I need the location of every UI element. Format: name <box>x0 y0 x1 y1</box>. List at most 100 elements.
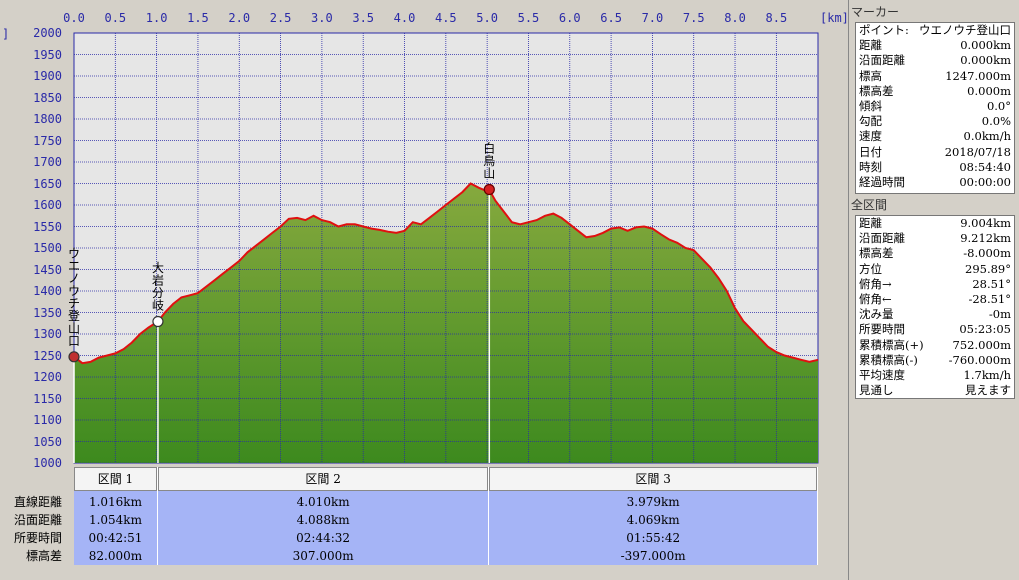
y-tick-label: 1050 <box>33 434 62 449</box>
x-tick-label: 5.0 <box>476 11 498 25</box>
section-table: 区間 1 1.016km 1.054km 00:42:51 82.000m 区間 2 4.0… <box>74 467 818 565</box>
x-tick-label: 8.5 <box>765 11 788 25</box>
y-tick-label: 2000 <box>33 26 62 40</box>
total-key: 累積標高(+) <box>859 337 924 352</box>
y-tick-label: 1850 <box>33 90 62 105</box>
total-value: 28.51° <box>972 276 1011 291</box>
total-row: 標高差 -8.000m <box>856 246 1014 261</box>
marker-row: 勾配 0.0% <box>856 114 1014 129</box>
waypoint-label-char: 岐 <box>152 299 164 313</box>
marker-key: 標高差 <box>859 83 894 98</box>
total-key: 累積標高(-) <box>859 352 918 367</box>
y-tick-label: 1150 <box>33 391 62 406</box>
total-value: 05:23:05 <box>959 322 1011 337</box>
section-value: 3.979km <box>626 495 680 509</box>
y-tick-label: 1400 <box>33 284 62 298</box>
total-value: 9.004km <box>960 216 1011 230</box>
marker-value: 00:00:00 <box>959 174 1011 189</box>
chart-area: ウエノウチ登山口大岩分岐白鳥山 0.0 0.5 1.0 1.5 2.0 2.5 3.0 3.5… <box>0 0 849 580</box>
section-value: 4.069km <box>626 513 680 527</box>
waypoint-label-char: ウ <box>68 246 80 260</box>
y-tick-label: 1650 <box>33 176 62 191</box>
total-key: 俯角→ <box>859 276 892 291</box>
section-title[interactable]: 区間 3 <box>489 467 817 491</box>
section-row-label: 標高差 <box>25 549 62 563</box>
marker-key: 速度 <box>859 129 882 144</box>
x-tick-label: 4.0 <box>393 11 416 25</box>
section-value: 4.088km <box>296 513 350 527</box>
section-value: 82.000m <box>88 549 143 563</box>
marker-value: 0.0km/h <box>963 129 1011 144</box>
x-axis-unit: [km] <box>820 11 849 25</box>
waypoint-label-char: 登 <box>68 308 80 323</box>
section-title[interactable]: 区間 1 <box>74 467 157 491</box>
x-tick-label: 0.5 <box>104 11 127 25</box>
waypoint-label-char: ウ <box>68 284 80 298</box>
total-row: 見通し 見えます <box>856 383 1014 398</box>
section-column: 区間 2 4.010km 4.088km 02:44:32 307.000m <box>157 467 490 565</box>
waypoint-label-char: 大 <box>152 261 164 275</box>
x-tick-label: 8.0 <box>724 11 746 25</box>
section-value: 02:44:32 <box>296 531 351 545</box>
total-value: -28.51° <box>968 291 1011 306</box>
marker-key: 沿面距離 <box>859 53 905 68</box>
waypoint-marker[interactable] <box>483 183 495 196</box>
marker-row: 日付 2018/07/18 <box>856 145 1014 160</box>
section-row-label: 直線距離 <box>13 495 62 509</box>
section-values: 3.979km 4.069km 01:55:42 -397.000m <box>489 491 817 565</box>
marker-key: 時刻 <box>859 159 882 174</box>
section-values: 4.010km 4.088km 02:44:32 307.000m <box>157 491 489 565</box>
total-value: 1.7km/h <box>963 367 1011 382</box>
waypoint-label-char: 山 <box>483 167 495 181</box>
total-row: 平均速度 1.7km/h <box>856 368 1014 383</box>
marker-info-box: ポイント: ウエノウチ登山口 距離 0.000km 沿面距離 0.000km 標高 124… <box>855 22 1015 194</box>
y-tick-label: 1350 <box>33 305 62 320</box>
waypoint-label-char: エ <box>68 259 80 273</box>
x-tick-label: 3.0 <box>311 11 333 25</box>
waypoint-marker[interactable] <box>68 351 80 363</box>
total-value: 295.89° <box>965 261 1011 276</box>
total-info-box: 距離 9.004km 沿面距離 9.212km 標高差 -8.000m 方位 295.89° 俯… <box>855 215 1015 399</box>
marker-row: 距離 0.000km <box>856 38 1014 53</box>
waypoint-label-char: 分 <box>152 286 164 300</box>
total-value: 9.212km <box>960 231 1011 246</box>
total-row: 所要時間 05:23:05 <box>856 322 1014 337</box>
x-tick-label: 2.0 <box>228 11 251 25</box>
section-values: 1.016km 1.054km 00:42:51 82.000m <box>74 491 157 565</box>
section-title[interactable]: 区間 2 <box>157 467 489 491</box>
x-tick-label: 5.5 <box>517 11 540 25</box>
total-key: 距離 <box>859 216 882 230</box>
y-tick-label: 1800 <box>33 112 62 126</box>
marker-value: 2018/07/18 <box>944 144 1011 159</box>
marker-row: 経過時間 00:00:00 <box>856 175 1014 190</box>
total-key: 標高差 <box>859 246 894 261</box>
marker-row: 標高差 0.000m <box>856 84 1014 99</box>
waypoint-label-char: 白 <box>483 141 495 156</box>
elevation-line <box>73 182 819 365</box>
marker-row: 時刻 08:54:40 <box>856 160 1014 175</box>
marker-value: 08:54:40 <box>959 159 1011 174</box>
x-tick-label: 2.5 <box>269 11 292 25</box>
section-value: 307.000m <box>292 549 354 563</box>
waypoint-label-char: チ <box>68 296 80 310</box>
marker-row: 速度 0.0km/h <box>856 129 1014 144</box>
x-tick-label: 1.5 <box>187 11 209 25</box>
total-row: 方位 295.89° <box>856 262 1014 277</box>
y-tick-label: 1450 <box>33 262 62 277</box>
marker-value: 0.000km <box>960 53 1011 68</box>
marker-value: 0.000km <box>960 38 1011 53</box>
section-row-label: 所要時間 <box>13 531 62 545</box>
marker-key: 勾配 <box>859 114 882 129</box>
y-tick-label: 1250 <box>33 348 62 363</box>
point-row: ポイント: ウエノウチ登山口 <box>856 23 1014 38</box>
waypoint-label-char: 鳥 <box>483 153 495 168</box>
x-tick-label: 3.5 <box>352 11 375 25</box>
total-key: 所要時間 <box>859 322 905 337</box>
x-tick-label: 7.0 <box>641 11 664 25</box>
section-column: 区間 3 3.979km 4.069km 01:55:42 -397.000m <box>489 467 818 565</box>
waypoint-marker[interactable] <box>152 315 164 328</box>
y-tick-label: 1950 <box>33 47 62 62</box>
total-row: 距離 9.004km <box>856 216 1014 231</box>
section-value: 00:42:51 <box>88 531 143 545</box>
